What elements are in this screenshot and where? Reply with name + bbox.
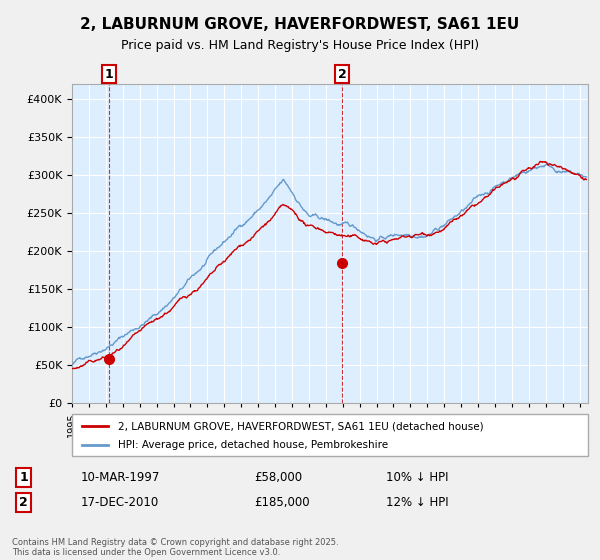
- Text: 2, LABURNUM GROVE, HAVERFORDWEST, SA61 1EU (detached house): 2, LABURNUM GROVE, HAVERFORDWEST, SA61 1…: [118, 421, 484, 431]
- Text: 2, LABURNUM GROVE, HAVERFORDWEST, SA61 1EU: 2, LABURNUM GROVE, HAVERFORDWEST, SA61 1…: [80, 17, 520, 32]
- Text: £185,000: £185,000: [254, 496, 310, 509]
- Text: 2: 2: [19, 496, 28, 509]
- Text: Contains HM Land Registry data © Crown copyright and database right 2025.
This d: Contains HM Land Registry data © Crown c…: [12, 538, 338, 557]
- Text: Price paid vs. HM Land Registry's House Price Index (HPI): Price paid vs. HM Land Registry's House …: [121, 39, 479, 52]
- Text: HPI: Average price, detached house, Pembrokeshire: HPI: Average price, detached house, Pemb…: [118, 440, 389, 450]
- Text: 10-MAR-1997: 10-MAR-1997: [81, 471, 160, 484]
- FancyBboxPatch shape: [72, 414, 588, 456]
- Text: 1: 1: [104, 68, 113, 81]
- Text: 12% ↓ HPI: 12% ↓ HPI: [386, 496, 449, 509]
- Text: £58,000: £58,000: [254, 471, 302, 484]
- Text: 2: 2: [338, 68, 346, 81]
- Text: 1: 1: [19, 471, 28, 484]
- Text: 17-DEC-2010: 17-DEC-2010: [81, 496, 160, 509]
- Text: 10% ↓ HPI: 10% ↓ HPI: [386, 471, 449, 484]
